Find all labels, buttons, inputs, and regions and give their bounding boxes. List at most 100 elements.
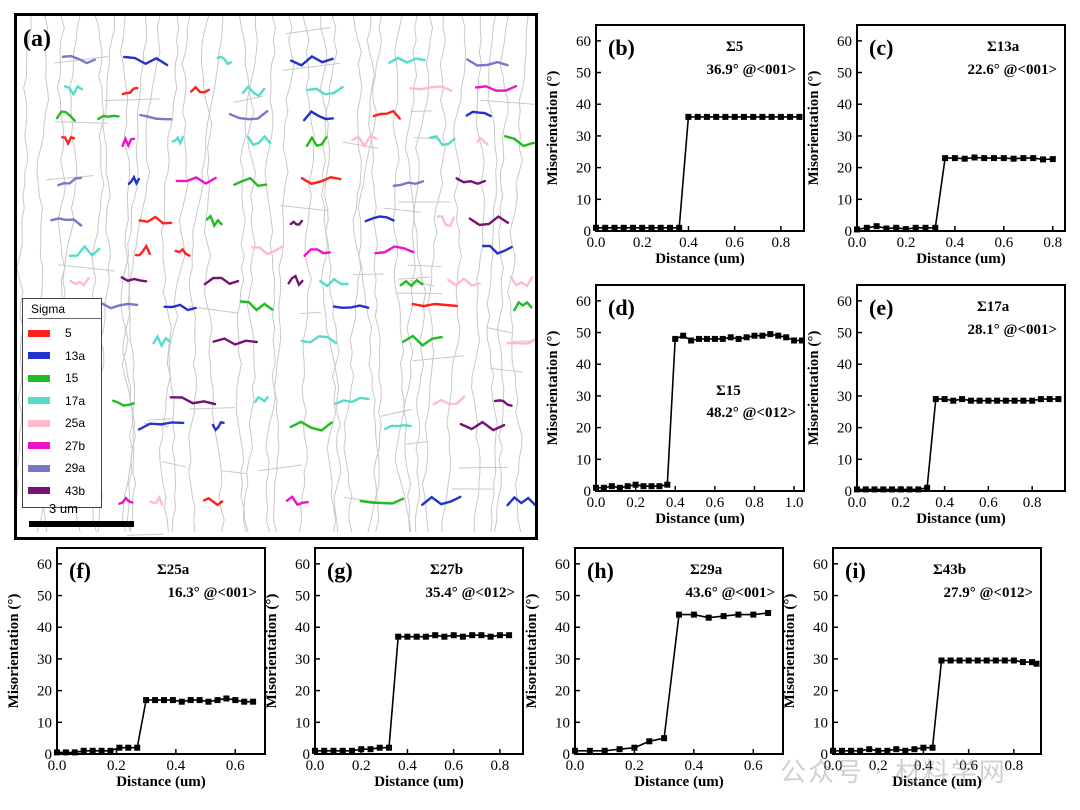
data-point bbox=[250, 698, 257, 705]
data-point bbox=[676, 224, 683, 231]
data-point bbox=[871, 486, 878, 493]
x-tick-label: 0.8 bbox=[1043, 235, 1062, 251]
special-boundary-segment bbox=[334, 396, 370, 405]
chart-panel-f: 0 10 20 30 40 50 60 0.0 0.2 0.4 0.6 Distance (um) Mi… bbox=[6, 547, 266, 790]
panel-label: (b) bbox=[608, 35, 635, 60]
special-boundary-segment bbox=[388, 56, 426, 64]
special-boundary-segment bbox=[50, 217, 83, 227]
special-boundary-segment bbox=[134, 243, 151, 257]
data-point bbox=[902, 226, 909, 233]
y-tick-label: 20 bbox=[837, 421, 852, 437]
x-axis-label: Distance (um) bbox=[892, 774, 982, 790]
y-tick-label: 50 bbox=[837, 66, 852, 82]
y-axis-label: Misorientation (°) bbox=[524, 594, 540, 709]
chart-panel-e: 0 10 20 30 40 50 60 0.0 0.2 0.4 0.6 0.8 Distance (um… bbox=[806, 284, 1066, 527]
special-boundary-segment bbox=[123, 55, 169, 67]
data-point bbox=[759, 113, 766, 120]
y-tick-label: 20 bbox=[37, 684, 52, 700]
grain-boundary-line bbox=[127, 16, 161, 533]
data-point bbox=[759, 332, 766, 339]
y-tick-label: 10 bbox=[837, 452, 852, 468]
data-point bbox=[1001, 657, 1008, 664]
grain-boundary-line bbox=[410, 110, 433, 112]
misorientation-annotation: 43.6° @<001> bbox=[685, 585, 775, 601]
special-boundary-segment bbox=[409, 85, 453, 92]
x-tick-label: 0.6 bbox=[744, 758, 763, 774]
data-point bbox=[80, 747, 87, 754]
legend-item-13a: 13a bbox=[28, 346, 85, 366]
y-tick-label: 20 bbox=[837, 161, 852, 177]
scale-bar-label: 3 um bbox=[49, 501, 78, 516]
special-boundary-segment bbox=[436, 215, 456, 228]
y-tick-label: 30 bbox=[576, 389, 591, 405]
y-tick-label: 0 bbox=[584, 484, 592, 500]
y-tick-label: 0 bbox=[45, 747, 53, 763]
special-boundary-segment bbox=[459, 420, 506, 432]
y-axis-label: Misorientation (°) bbox=[806, 71, 822, 186]
panel-label: (i) bbox=[845, 558, 866, 583]
data-point bbox=[848, 747, 855, 754]
special-boundary-segment bbox=[121, 135, 136, 149]
special-boundary-segment bbox=[466, 58, 509, 67]
data-point bbox=[883, 225, 890, 232]
grain-boundary-line bbox=[392, 16, 412, 533]
y-tick-label: 60 bbox=[295, 557, 310, 573]
data-point bbox=[616, 746, 623, 753]
grain-boundary-line bbox=[119, 16, 134, 533]
x-tick-label: 0.0 bbox=[566, 758, 585, 774]
legend-label: 29a bbox=[65, 461, 86, 475]
chart-panel-g: 0 10 20 30 40 50 60 0.0 0.2 0.4 0.6 0.8 Distance (um… bbox=[264, 547, 524, 790]
data-point bbox=[906, 486, 913, 493]
data-point bbox=[735, 611, 742, 618]
data-point bbox=[981, 155, 988, 162]
special-boundary-segment bbox=[97, 114, 120, 121]
legend-swatch bbox=[28, 464, 50, 472]
x-tick-label: 0.0 bbox=[848, 495, 867, 511]
grain-boundary-line bbox=[188, 305, 238, 314]
special-boundary-segment bbox=[211, 420, 225, 432]
watermark: 公众号 · 材料学网 bbox=[780, 758, 1007, 788]
data-point bbox=[703, 113, 710, 120]
sigma-label: Σ25a bbox=[157, 562, 190, 578]
special-boundary-segment bbox=[190, 85, 210, 94]
data-point bbox=[395, 633, 402, 640]
misorientation-annotation: 28.1° @<001> bbox=[967, 322, 1057, 338]
special-boundary-segment bbox=[175, 176, 217, 185]
legend-swatch bbox=[28, 487, 50, 494]
special-boundary-segment bbox=[289, 55, 334, 67]
data-point bbox=[459, 633, 466, 640]
special-boundary-segment bbox=[302, 110, 335, 122]
y-tick-label: 40 bbox=[37, 620, 52, 636]
data-point bbox=[602, 224, 609, 231]
panel-label: (c) bbox=[869, 35, 893, 60]
data-point bbox=[767, 331, 774, 338]
data-point bbox=[947, 657, 954, 664]
legend-item-5: 5 bbox=[28, 323, 72, 343]
x-tick-label: 0.4 bbox=[679, 235, 698, 251]
special-boundary-segment bbox=[202, 496, 224, 507]
chart-panel-d: 0 10 20 30 40 50 60 0.0 0.2 0.4 0.6 0.8 1.0 Distance … bbox=[545, 284, 805, 527]
data-point bbox=[915, 486, 922, 493]
grain-boundary-line bbox=[239, 16, 256, 533]
data-point bbox=[630, 224, 636, 231]
grain-boundary-line bbox=[394, 16, 434, 533]
legend-swatch bbox=[28, 352, 50, 359]
legend-swatch bbox=[28, 419, 50, 427]
special-boundary-segment bbox=[506, 495, 535, 507]
data-point bbox=[1033, 660, 1040, 667]
grain-boundary-line bbox=[17, 16, 32, 501]
y-tick-label: 50 bbox=[295, 589, 310, 605]
x-tick-label: 0.0 bbox=[306, 758, 325, 774]
legend-swatch bbox=[28, 329, 50, 337]
special-boundary-segment bbox=[233, 176, 268, 188]
data-point bbox=[469, 632, 476, 639]
data-point bbox=[735, 335, 742, 342]
special-boundary-segment bbox=[127, 174, 141, 187]
grain-boundary-line bbox=[383, 207, 421, 213]
data-point bbox=[1029, 659, 1035, 666]
data-point bbox=[765, 610, 772, 616]
x-tick-label: 0.6 bbox=[959, 758, 978, 774]
x-axis-label: Distance (um) bbox=[116, 774, 206, 790]
data-point bbox=[1020, 155, 1027, 162]
data-point bbox=[496, 632, 503, 639]
